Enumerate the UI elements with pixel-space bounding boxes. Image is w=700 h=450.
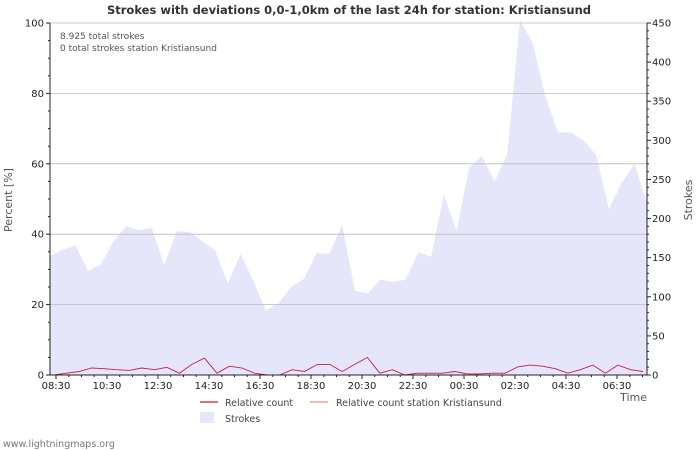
y-left-tick-label: 100 xyxy=(25,19,44,30)
x-tick-label: 20:30 xyxy=(348,381,377,392)
chart-title: Strokes with deviations 0,0-1,0km of the… xyxy=(107,3,591,17)
y-right-tick-label: 200 xyxy=(652,214,671,225)
info-station-strokes: 0 total strokes station Kristiansund xyxy=(60,44,217,54)
y-right-tick-label: 250 xyxy=(652,175,671,186)
relative-count-layer xyxy=(53,356,644,376)
legend: Relative count Relative count station Kr… xyxy=(200,398,502,425)
x-tick-label: 02:30 xyxy=(501,381,530,392)
legend-label-strokes: Strokes xyxy=(225,414,260,425)
x-tick-label: 10:30 xyxy=(93,381,122,392)
x-tick-label: 16:30 xyxy=(246,381,275,392)
x-tick-label: 04:30 xyxy=(552,381,581,392)
x-tick-label: 18:30 xyxy=(297,381,326,392)
x-tick-label: 12:30 xyxy=(144,381,173,392)
y-right-tick-label: 450 xyxy=(652,19,671,30)
y-axis-right-label: Strokes xyxy=(682,179,695,220)
footer-credit: www.lightningmaps.org xyxy=(3,439,115,450)
y-left-tick-label: 20 xyxy=(31,300,44,311)
y-right-tick-label: 300 xyxy=(652,136,671,147)
y-left-tick-label: 40 xyxy=(31,230,44,241)
y-right-tick-label: 400 xyxy=(652,58,671,69)
y-left-tick-label: 80 xyxy=(31,89,44,100)
x-tick-label: 06:30 xyxy=(603,381,632,392)
y-right-tick-label: 150 xyxy=(652,253,671,264)
y-right-tick-label: 350 xyxy=(652,97,671,108)
x-tick-label: 14:30 xyxy=(195,381,224,392)
y-left-tick-label: 60 xyxy=(31,159,44,170)
relative-count-line xyxy=(53,356,644,376)
x-tick-label: 22:30 xyxy=(399,381,428,392)
strokes-area xyxy=(50,19,647,376)
x-tick-label: 08:30 xyxy=(42,381,71,392)
y-right-tick-label: 100 xyxy=(652,292,671,303)
y-left-tick-label: 0 xyxy=(38,371,44,382)
info-total-strokes: 8.925 total strokes xyxy=(60,32,145,42)
x-axis-label: Time xyxy=(619,391,647,404)
legend-swatch-strokes xyxy=(200,412,214,423)
legend-label-relative-count-station: Relative count station Kristiansund xyxy=(336,398,502,409)
gridlines xyxy=(50,22,647,306)
x-tick-label: 00:30 xyxy=(450,381,479,392)
axes: 0 20 40 60 80 100 0 50 100 150 200 250 300 350 400 450 0… xyxy=(25,19,671,393)
y-axis-left-label: Percent [%] xyxy=(2,168,15,232)
y-right-tick-label: 50 xyxy=(652,331,665,342)
legend-label-relative-count: Relative count xyxy=(225,398,293,409)
strokes-area-layer xyxy=(50,19,647,376)
y-right-tick-label: 0 xyxy=(652,371,658,382)
